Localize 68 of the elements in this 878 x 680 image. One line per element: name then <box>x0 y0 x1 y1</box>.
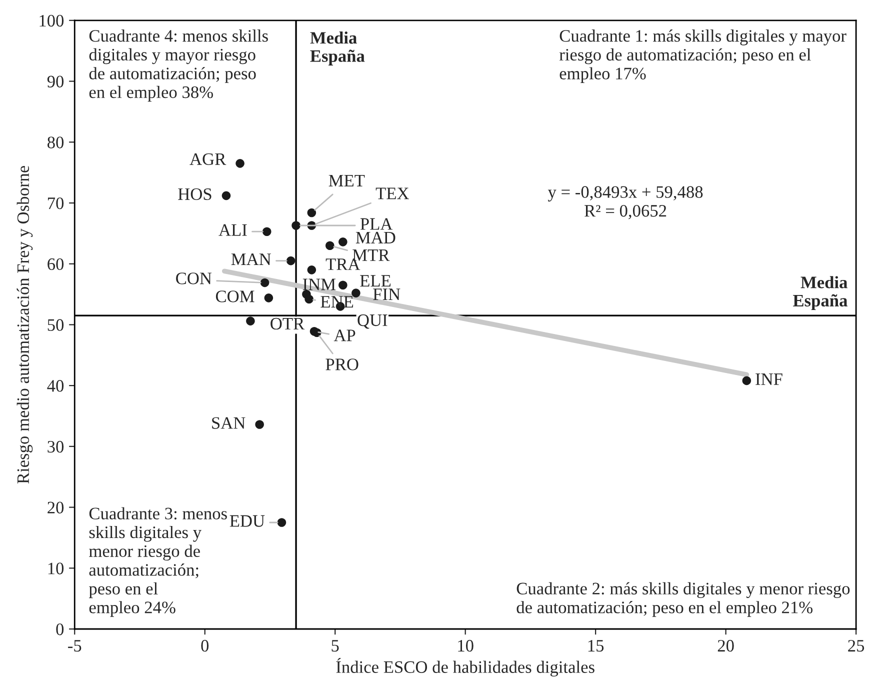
point <box>262 227 272 236</box>
data-label: CON <box>176 272 212 284</box>
point <box>264 294 274 302</box>
y-tick-label: 80 <box>48 136 64 148</box>
point <box>338 238 348 246</box>
data-label: AGR <box>190 153 226 165</box>
data-label: MTR <box>352 250 390 261</box>
y-tick-label: 100 <box>40 14 64 27</box>
y-tick-label: 50 <box>48 319 64 331</box>
y-tick-label: 10 <box>48 562 64 574</box>
point <box>352 288 360 298</box>
data-label: OTR <box>270 318 305 330</box>
data-label: INM <box>302 278 336 290</box>
data-label: TRA <box>326 258 360 270</box>
point <box>260 278 270 288</box>
point <box>326 241 334 250</box>
data-label: HOS <box>178 188 212 200</box>
data-label: MAD <box>356 232 396 244</box>
x-tick-label: 20 <box>718 640 734 652</box>
y-tick-label: 0 <box>56 623 64 636</box>
data-label: INF <box>756 373 782 385</box>
data-label: EDU <box>230 515 265 527</box>
data-label: PLA <box>360 218 393 230</box>
x-tick-label: 15 <box>588 640 604 652</box>
point <box>277 518 286 527</box>
x-tick-label: 0 <box>201 640 209 652</box>
annotation: Cuadrante 3: menos skills digitales y menor riesgo de automatización; peso en el empleo 24% <box>88 507 227 617</box>
data-label: AP <box>334 330 356 342</box>
annotation: y = -0,8493x + 59,488 R² = 0,0652 <box>548 186 703 220</box>
point <box>338 280 348 290</box>
x-tick-label: 25 <box>848 640 864 652</box>
data-label: TEX <box>376 188 409 200</box>
point <box>304 294 314 304</box>
point <box>307 266 316 274</box>
y-tick-label: 30 <box>48 440 64 453</box>
x-axis-title: Índice ESCO de habilidades digitales <box>336 658 594 677</box>
data-label: QUI <box>358 314 388 329</box>
x-tick-label: 10 <box>458 640 474 652</box>
point <box>222 191 231 200</box>
data-label: FIN <box>373 288 400 300</box>
y-axis-title: Riesgo medio automatización Frey y Osborne <box>16 166 33 484</box>
point <box>307 208 316 218</box>
x-tick-label: -5 <box>68 640 82 652</box>
data-label: SAN <box>212 417 246 429</box>
point <box>292 221 300 230</box>
ref-line-label: Media España <box>793 276 848 310</box>
y-tick-label: 20 <box>48 502 64 514</box>
point <box>742 376 752 386</box>
annotation: Cuadrante 4: menos skills digitales y mayor riesgo de automatización; peso en el empleo 38% <box>89 30 268 102</box>
data-label: ENE <box>320 296 354 308</box>
x-tick-label: 5 <box>332 640 339 652</box>
data-label: ELE <box>360 275 391 287</box>
data-label: ALI <box>218 224 247 236</box>
y-tick-label: 90 <box>47 76 64 88</box>
data-label: MAN <box>231 254 271 265</box>
data-label: COM <box>216 290 254 302</box>
y-tick-label: 60 <box>48 258 64 270</box>
annotation: Cuadrante 1: más skills digitales y mayor riesgo de automatización; peso en el empleo 17% <box>559 30 846 83</box>
y-tick-label: 70 <box>48 197 64 210</box>
data-label: PRO <box>326 358 358 370</box>
y-tick-label: 40 <box>47 380 64 392</box>
point <box>246 316 255 326</box>
annotation: Cuadrante 2: más skills digitales y menor riesgo de automatización; peso en el empleo 21% <box>516 582 850 617</box>
data-label: MET <box>328 174 365 186</box>
ref-line-label: Media España <box>310 32 365 66</box>
point <box>286 256 296 266</box>
point <box>255 420 264 429</box>
point <box>236 159 244 168</box>
